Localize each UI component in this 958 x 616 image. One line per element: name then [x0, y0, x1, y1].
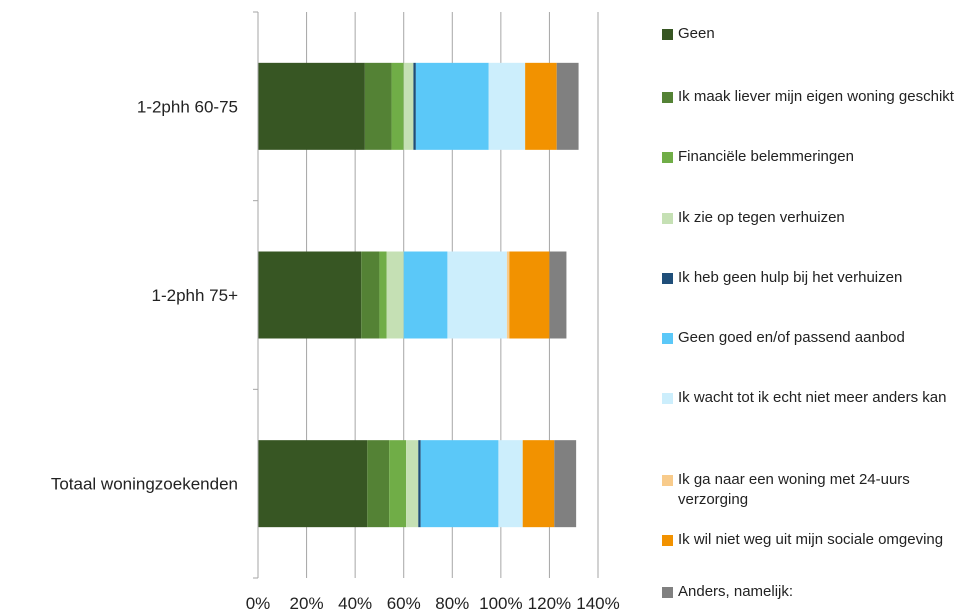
legend-label: Geen goed en/of passend aanbod: [678, 329, 905, 346]
legend-label: Ik wacht tot ik echt niet meer anders ka…: [678, 389, 947, 406]
legend-swatch: [662, 535, 673, 546]
legend-swatch: [662, 152, 673, 163]
x-tick-label: 80%: [435, 594, 469, 613]
bar-segment: [403, 62, 414, 150]
x-tick-label: 120%: [528, 594, 571, 613]
legend-item: Ik heb geen hulp bij het verhuizen: [662, 268, 958, 288]
legend-item: Ik maak liever mijn eigen woning geschik…: [662, 87, 958, 107]
legend-swatch: [662, 475, 673, 486]
bar-segment: [258, 251, 362, 339]
legend-label: Anders, namelijk:: [678, 583, 794, 600]
bar-segment: [415, 62, 489, 150]
legend-label: Ik zie op tegen verhuizen: [678, 209, 845, 226]
bar-segment: [554, 440, 577, 528]
legend-item: Ik zie op tegen verhuizen: [662, 208, 958, 228]
bar-segment: [361, 251, 380, 339]
legend-item: Geen goed en/of passend aanbod: [662, 328, 958, 348]
legend-item: Financiële belemmeringen: [662, 147, 958, 167]
legend-swatch: [662, 29, 673, 40]
category-labels: 1-2phh 60-75 1-2phh 75+ Totaal woningzoeke…: [51, 97, 238, 493]
axes: [253, 11, 259, 579]
bar-segment: [488, 62, 526, 150]
legend-label: Geen: [678, 25, 715, 42]
bar-segment: [406, 440, 419, 528]
bar-segment: [447, 251, 507, 339]
legend-swatch: [662, 273, 673, 284]
category-label: 1-2phh 75+: [152, 286, 239, 305]
legend-label: Ik wil niet weg uit mijn sociale omgevin…: [678, 531, 944, 548]
legend-label: Ik ga naar een woning met 24-uurs verzor…: [678, 471, 910, 508]
legend-label: Financiële belemmeringen: [678, 148, 854, 165]
legend-label: Ik maak liever mijn eigen woning geschik…: [678, 88, 954, 105]
x-tick-label: 0%: [246, 594, 271, 613]
bar-segment: [418, 440, 421, 528]
x-tick-label: 20%: [290, 594, 324, 613]
bar-segment: [522, 440, 555, 528]
bar-segment: [509, 251, 550, 339]
x-tick-label: 140%: [576, 594, 619, 613]
bar-segment: [420, 440, 499, 528]
bar-segment: [525, 62, 557, 150]
bar-segment: [386, 251, 404, 339]
legend-item: Geen: [662, 24, 958, 44]
bar-segment: [498, 440, 523, 528]
bar-segment: [556, 62, 579, 150]
bar-segment: [413, 62, 416, 150]
bar-segment: [389, 440, 407, 528]
legend-item: Anders, namelijk:: [662, 582, 958, 602]
bar-segment: [379, 251, 387, 339]
category-label: 1-2phh 60-75: [137, 97, 238, 116]
x-tick-label: 40%: [338, 594, 372, 613]
legend-item: Ik ga naar een woning met 24-uurs verzor…: [662, 470, 958, 510]
x-tick-label: 100%: [479, 594, 522, 613]
bar-segment: [258, 62, 365, 150]
legend-item: Ik wacht tot ik echt niet meer anders ka…: [662, 388, 958, 408]
bar-segments: [258, 62, 579, 528]
bar-segment: [367, 440, 390, 528]
legend-swatch: [662, 213, 673, 224]
bar-segment: [258, 440, 368, 528]
bar-segment: [364, 62, 392, 150]
x-tick-labels: 0% 20% 40% 60% 80% 100% 120% 140%: [246, 594, 620, 613]
x-tick-label: 60%: [387, 594, 421, 613]
category-label: Totaal woningzoekenden: [51, 475, 238, 494]
legend-swatch: [662, 587, 673, 598]
bar-segment: [391, 62, 404, 150]
legend-swatch: [662, 333, 673, 344]
legend-item: Ik wil niet weg uit mijn sociale omgevin…: [662, 530, 958, 550]
legend-label: Ik heb geen hulp bij het verhuizen: [678, 269, 903, 286]
legend-swatch: [662, 92, 673, 103]
bar-segment: [506, 251, 510, 339]
bar-segment: [549, 251, 567, 339]
legend-swatch: [662, 393, 673, 404]
bar-segment: [403, 251, 448, 339]
